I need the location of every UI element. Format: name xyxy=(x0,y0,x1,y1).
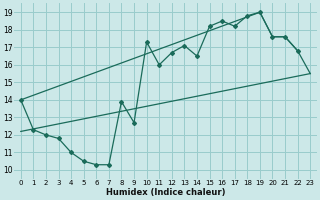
X-axis label: Humidex (Indice chaleur): Humidex (Indice chaleur) xyxy=(106,188,225,197)
